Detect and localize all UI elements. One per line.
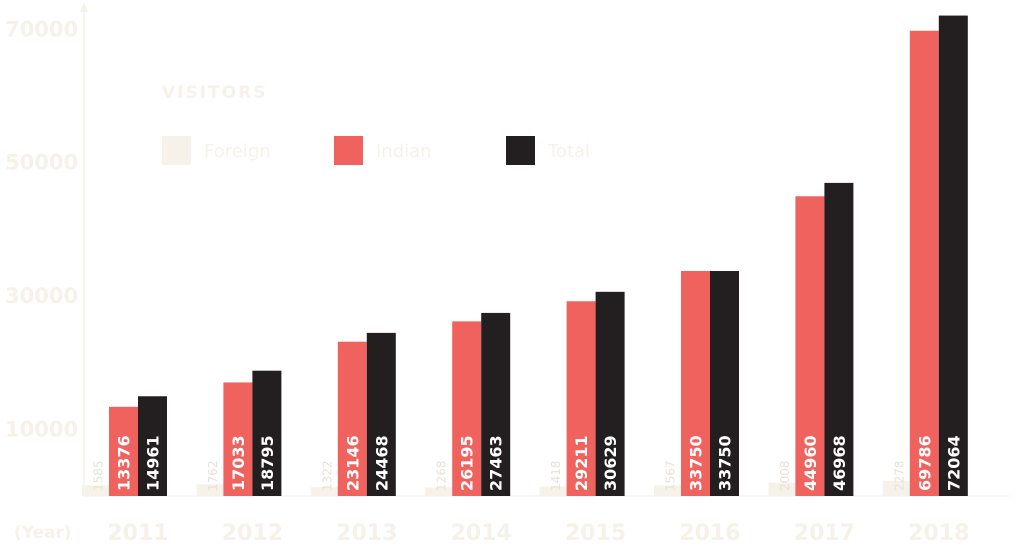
y-axis-arrow bbox=[80, 2, 88, 12]
bar-group-2013: 1322 23146 24468 bbox=[310, 332, 396, 496]
data-label-total-2017: 46968 bbox=[830, 435, 849, 491]
data-label-indian-2015: 29211 bbox=[572, 435, 591, 491]
data-label-foreign-2016: 1567 bbox=[664, 460, 678, 491]
data-label-total-2011: 14961 bbox=[144, 435, 163, 491]
legend-swatch bbox=[334, 136, 363, 165]
x-tick-label: 2015 bbox=[565, 521, 626, 546]
bar-indian-2017 bbox=[795, 196, 825, 496]
y-tick-label: 10000 bbox=[5, 417, 78, 441]
bar-group-2015: 1418 29211 30629 bbox=[539, 291, 625, 496]
data-label-foreign-2013: 1322 bbox=[320, 460, 334, 491]
bar-indian-2013 bbox=[337, 341, 367, 496]
bar-total-2011 bbox=[138, 396, 167, 496]
bar-foreign-2011 bbox=[82, 485, 111, 496]
legend-item-total: Total bbox=[506, 136, 590, 165]
bar-indian-2015 bbox=[566, 301, 596, 496]
data-label-foreign-2011: 1585 bbox=[92, 460, 106, 491]
bar-indian-2012 bbox=[223, 382, 253, 496]
bar-total-2017 bbox=[824, 182, 854, 496]
chart-title: VISITORS bbox=[162, 83, 267, 103]
legend-item-foreign: Foreign bbox=[162, 136, 271, 165]
data-label-total-2018: 72064 bbox=[944, 435, 963, 491]
x-tick-label: 2013 bbox=[336, 521, 397, 546]
bar-indian-2011 bbox=[109, 406, 138, 496]
bar-foreign-2018 bbox=[882, 480, 912, 496]
bar-indian-2016 bbox=[681, 271, 710, 496]
data-label-foreign-2017: 2008 bbox=[778, 460, 792, 491]
bar-group-2018: 2278 69786 72064 bbox=[882, 15, 968, 496]
legend-swatch bbox=[506, 136, 535, 165]
legend-swatch bbox=[162, 136, 191, 165]
bar-foreign-2015 bbox=[539, 486, 569, 496]
data-label-indian-2016: 33750 bbox=[687, 435, 706, 491]
bar-total-2014 bbox=[481, 312, 511, 496]
x-tick-label: 2017 bbox=[794, 521, 855, 546]
bar-group-2012: 1762 17033 18795 bbox=[196, 370, 282, 496]
bar-groups: 1585 13376 14961 1762 17033 18795 1322 23146 244… bbox=[82, 15, 968, 496]
x-axis-label: (Year) bbox=[14, 523, 72, 543]
legend: Foreign Indian Total bbox=[162, 136, 590, 165]
x-tick-label: 2014 bbox=[451, 521, 512, 546]
bar-foreign-2017 bbox=[768, 482, 798, 496]
bar-foreign-2012 bbox=[196, 484, 226, 496]
bar-group-2011: 1585 13376 14961 bbox=[82, 396, 167, 496]
data-label-foreign-2015: 1418 bbox=[549, 460, 563, 491]
bar-total-2015 bbox=[595, 291, 625, 496]
bar-group-2016: 1567 33750 33750 bbox=[654, 271, 739, 496]
x-tick-label: 2011 bbox=[107, 521, 168, 546]
y-tick-label: 30000 bbox=[5, 284, 78, 308]
data-label-total-2013: 24468 bbox=[372, 435, 391, 491]
chart-axes bbox=[80, 2, 1010, 497]
data-label-total-2015: 30629 bbox=[601, 435, 620, 491]
data-label-total-2012: 18795 bbox=[258, 435, 277, 491]
bar-foreign-2014 bbox=[425, 487, 455, 496]
x-tick-label: 2016 bbox=[679, 521, 740, 546]
legend-label: Foreign bbox=[204, 141, 271, 162]
data-label-foreign-2012: 1762 bbox=[206, 460, 220, 491]
data-label-indian-2018: 69786 bbox=[915, 435, 934, 491]
y-tick-labels: 10000 30000 50000 70000 bbox=[5, 17, 78, 441]
y-tick-label: 50000 bbox=[5, 151, 78, 175]
data-label-indian-2012: 17033 bbox=[229, 435, 248, 491]
bar-total-2012 bbox=[252, 370, 282, 496]
bar-total-2018 bbox=[938, 15, 968, 496]
data-label-foreign-2018: 2278 bbox=[892, 460, 906, 491]
data-label-total-2014: 27463 bbox=[487, 435, 506, 491]
data-label-foreign-2014: 1268 bbox=[435, 460, 449, 491]
x-tick-label: 2012 bbox=[222, 521, 283, 546]
x-tick-labels: 2011 2012 2013 2014 2015 2016 2017 2018 bbox=[107, 521, 969, 546]
data-label-total-2016: 33750 bbox=[716, 435, 735, 491]
legend-label: Total bbox=[547, 141, 590, 162]
bar-foreign-2016 bbox=[654, 485, 683, 496]
data-label-indian-2013: 23146 bbox=[343, 435, 362, 491]
data-label-indian-2017: 44960 bbox=[801, 435, 820, 491]
data-label-indian-2014: 26195 bbox=[458, 435, 477, 491]
legend-label: Indian bbox=[376, 141, 432, 162]
bar-total-2013 bbox=[366, 332, 396, 496]
y-tick-label: 70000 bbox=[5, 17, 78, 41]
bar-indian-2014 bbox=[452, 321, 482, 496]
bar-group-2017: 2008 44960 46968 bbox=[768, 182, 854, 496]
bar-total-2016 bbox=[710, 271, 739, 496]
legend-item-indian: Indian bbox=[334, 136, 432, 165]
bar-group-2014: 1268 26195 27463 bbox=[425, 312, 511, 496]
bar-foreign-2013 bbox=[310, 487, 340, 496]
bar-indian-2018 bbox=[909, 30, 939, 496]
data-label-indian-2011: 13376 bbox=[115, 435, 134, 491]
x-tick-label: 2018 bbox=[908, 521, 969, 546]
